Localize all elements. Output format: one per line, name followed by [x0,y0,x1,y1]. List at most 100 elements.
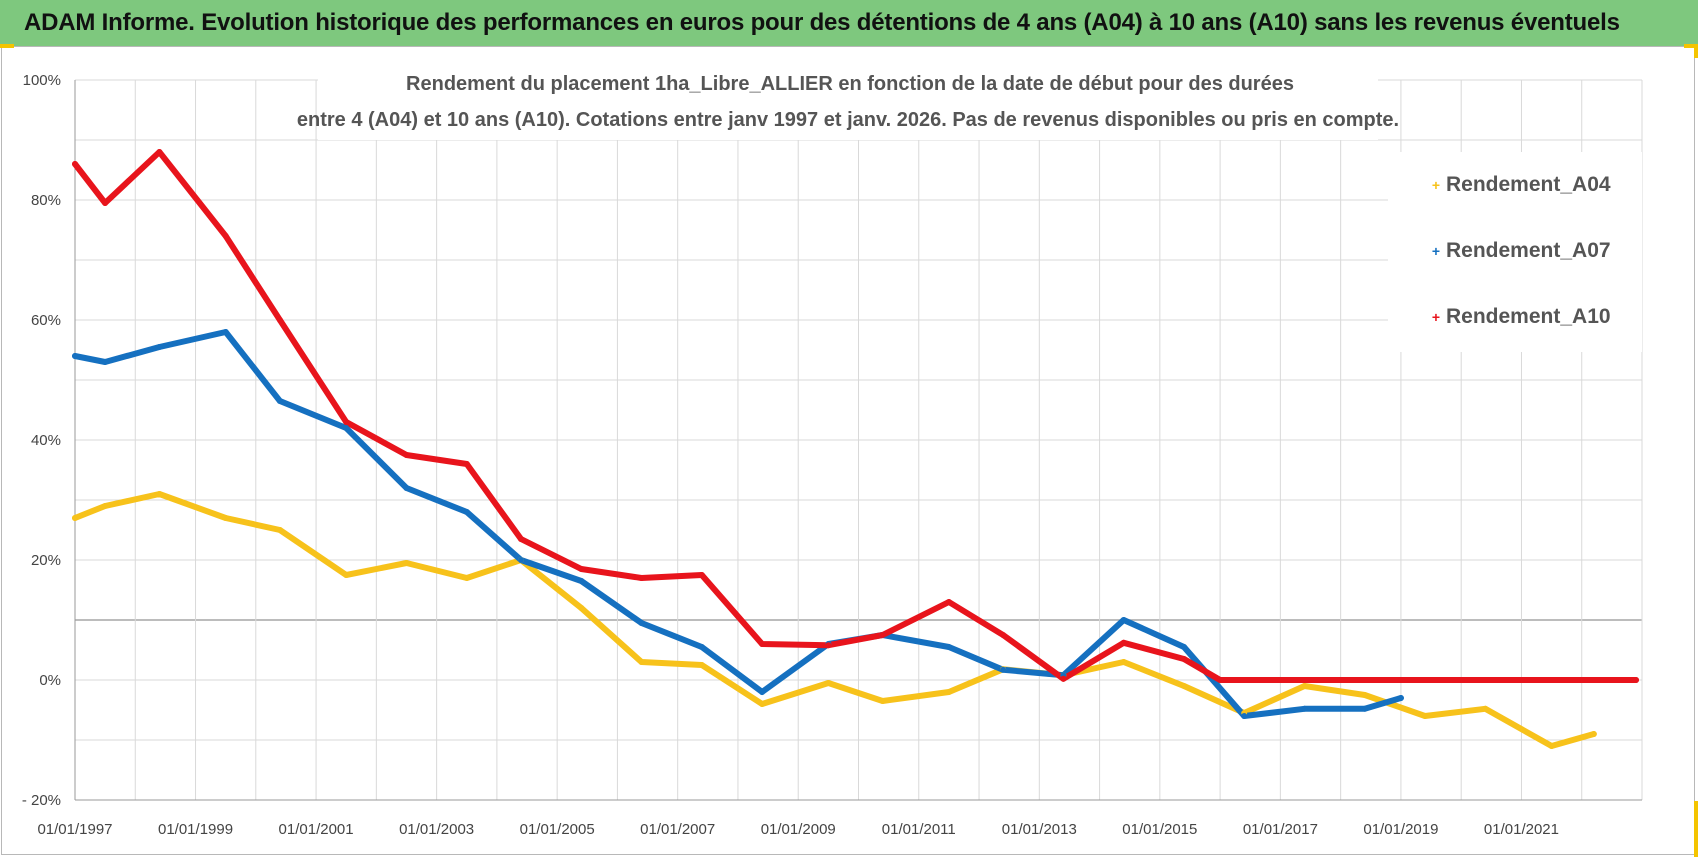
data-point-rendement-a04 [1361,692,1368,698]
data-point-rendement-a10 [102,200,109,206]
data-point-rendement-a10 [1000,632,1007,638]
data-point-rendement-a04 [102,503,109,509]
data-point-rendement-a07 [102,359,109,365]
data-point-rendement-a04 [222,515,229,521]
frame-corner-mark [1694,801,1698,857]
legend-marker-a04: + [1432,177,1440,193]
legend-item-a10[interactable]: + Rendement_A10 [1432,305,1611,328]
data-point-rendement-a07 [72,353,78,359]
data-point-rendement-a10 [1397,677,1404,683]
data-point-rendement-a07 [1361,705,1368,712]
data-point-rendement-a10 [638,575,645,581]
data-point-rendement-a04 [945,689,952,695]
x-tick-label: 01/01/2013 [1002,821,1077,838]
data-point-rendement-a10 [825,642,832,649]
x-tick-label: 01/01/2015 [1122,821,1197,838]
axes: 100% 80% 60% 40% 20% 0% - 20% 01/01/1997 01/01/1… [22,72,1642,838]
data-point-rendement-a07 [945,644,952,650]
y-tick-label: 100% [23,72,61,89]
data-point-rendement-a10 [1181,656,1187,662]
data-point-rendement-a04 [343,572,350,578]
data-point-rendement-a10 [518,536,524,542]
data-point-rendement-a07 [343,425,350,431]
data-point-rendement-a07 [1241,713,1248,719]
frame-corner-mark [0,44,14,48]
data-point-rendement-a07 [156,344,163,350]
chart-title-background [318,62,1378,140]
data-point-rendement-a04 [825,680,832,686]
series-line-rendement-a07 [72,329,1404,719]
y-tick-label: 80% [31,192,61,209]
data-point-rendement-a10 [403,452,410,458]
chart-title-line-1: Rendement du placement 1ha_Libre_ALLIER … [406,73,1294,95]
data-point-rendement-a04 [638,659,645,665]
data-point-rendement-a07 [578,578,585,584]
x-tick-label: 01/01/2009 [761,821,836,838]
data-point-rendement-a07 [222,329,229,335]
data-point-rendement-a04 [1590,731,1597,737]
x-tick-label: 01/01/1997 [37,821,112,838]
legend-item-a04[interactable]: + Rendement_A04 [1432,173,1611,196]
data-point-rendement-a07 [1181,644,1187,650]
data-point-rendement-a07 [698,644,705,650]
frame-corner-mark [1694,44,1698,58]
data-point-rendement-a10 [343,419,350,425]
data-point-rendement-a10 [698,572,705,578]
data-point-rendement-a07 [1120,617,1127,623]
chart-title-area: Rendement du placement 1ha_Libre_ALLIER … [297,62,1399,140]
data-point-rendement-a04 [1482,705,1489,712]
x-tick-label: 01/01/2003 [399,821,474,838]
data-point-rendement-a04 [1422,713,1428,719]
y-tick-label: 20% [31,552,61,569]
report-banner-title: ADAM Informe. Evolution historique des p… [0,0,1698,46]
y-tick-label: 0% [39,672,61,689]
data-point-rendement-a10 [156,149,163,155]
legend: + Rendement_A04 + Rendement_A07 + Rendem… [1388,152,1642,352]
data-point-rendement-a10 [759,641,766,647]
data-point-rendement-a07 [1397,695,1404,701]
data-point-rendement-a10 [1217,677,1224,683]
data-point-rendement-a07 [276,398,283,404]
legend-background [1388,152,1642,352]
data-point-rendement-a07 [1000,666,1007,673]
data-point-rendement-a10 [879,632,886,638]
x-tick-label: 01/01/2021 [1484,821,1559,838]
data-point-rendement-a04 [879,698,886,704]
gridlines [74,79,1643,801]
data-point-rendement-a04 [1181,683,1187,689]
x-tick-label: 01/01/2011 [882,821,956,838]
data-point-rendement-a04 [1120,659,1127,665]
x-tick-label: 01/01/2007 [640,821,715,838]
y-tick-label: 60% [31,312,61,329]
data-point-rendement-a10 [1060,675,1067,682]
data-point-rendement-a10 [1337,677,1344,683]
x-tick-label: 01/01/1999 [158,821,233,838]
data-point-rendement-a04 [276,527,283,533]
data-point-rendement-a07 [759,689,766,695]
data-point-rendement-a04 [578,605,585,611]
y-tick-label: 40% [31,432,61,449]
frame-corner-mark [1684,44,1698,48]
x-tick-label: 01/01/2005 [520,821,595,838]
data-point-rendement-a07 [1301,705,1308,712]
y-tick-label: - 20% [22,792,61,809]
data-point-rendement-a07 [403,485,410,491]
data-point-rendement-a07 [518,557,524,563]
chart-title-line-2: entre 4 (A04) et 10 ans (A10). Cotations… [297,109,1399,131]
series-line-rendement-a10 [72,149,1639,683]
data-point-rendement-a04 [1301,683,1308,689]
x-tick-label: 01/01/2019 [1363,821,1438,838]
data-point-rendement-a10 [1458,677,1465,683]
data-point-rendement-a04 [72,515,78,521]
data-point-rendement-a04 [698,662,705,668]
legend-marker-a10: + [1432,309,1440,325]
x-tick-label: 01/01/2001 [279,821,354,838]
data-point-rendement-a10 [1518,677,1525,683]
legend-item-a07[interactable]: + Rendement_A07 [1432,239,1611,262]
data-point-rendement-a10 [1578,677,1585,683]
data-point-rendement-a10 [463,461,470,467]
data-point-rendement-a04 [156,491,163,497]
data-point-rendement-a07 [463,509,470,515]
